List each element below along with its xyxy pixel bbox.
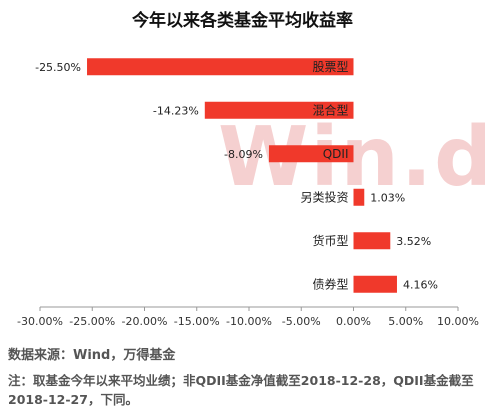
- bar: [204, 101, 354, 119]
- value-label: 1.03%: [370, 191, 405, 204]
- note-text: 注：取基金今年以来平均业绩；非QDII基金净值截至2018-12-28，QDII…: [8, 373, 474, 407]
- value-label: -8.09%: [224, 148, 263, 161]
- x-tick-label: -5.00%: [282, 315, 321, 328]
- category-label: 股票型: [312, 60, 348, 74]
- x-tick-label: -20.00%: [122, 315, 168, 328]
- bar: [87, 58, 354, 76]
- x-tick-label: -10.00%: [226, 315, 272, 328]
- value-label: -14.23%: [153, 104, 199, 117]
- x-tick-label: -25.00%: [69, 315, 115, 328]
- x-tick-label: 10.00%: [437, 315, 479, 328]
- x-tick-label: 0.00%: [336, 315, 371, 328]
- x-tick-label: -30.00%: [17, 315, 63, 328]
- x-tick-label: -15.00%: [174, 315, 220, 328]
- bar: [353, 232, 391, 250]
- category-label: 另类投资: [300, 189, 348, 204]
- source-text: 数据来源：Wind，万得基金: [8, 348, 176, 363]
- chart-title: 今年以来各类基金平均收益率: [132, 11, 353, 31]
- bar: [353, 275, 397, 293]
- bar: [353, 188, 365, 206]
- value-label: 3.52%: [396, 235, 431, 248]
- category-label: 货币型: [312, 233, 348, 248]
- category-label: 混合型: [312, 102, 348, 117]
- x-tick-label: 5.00%: [388, 315, 423, 328]
- value-label: -25.50%: [35, 61, 81, 74]
- bar: [268, 145, 354, 163]
- category-label: QDII: [323, 147, 349, 161]
- value-label: 4.16%: [403, 278, 438, 291]
- category-label: 债券型: [312, 276, 348, 291]
